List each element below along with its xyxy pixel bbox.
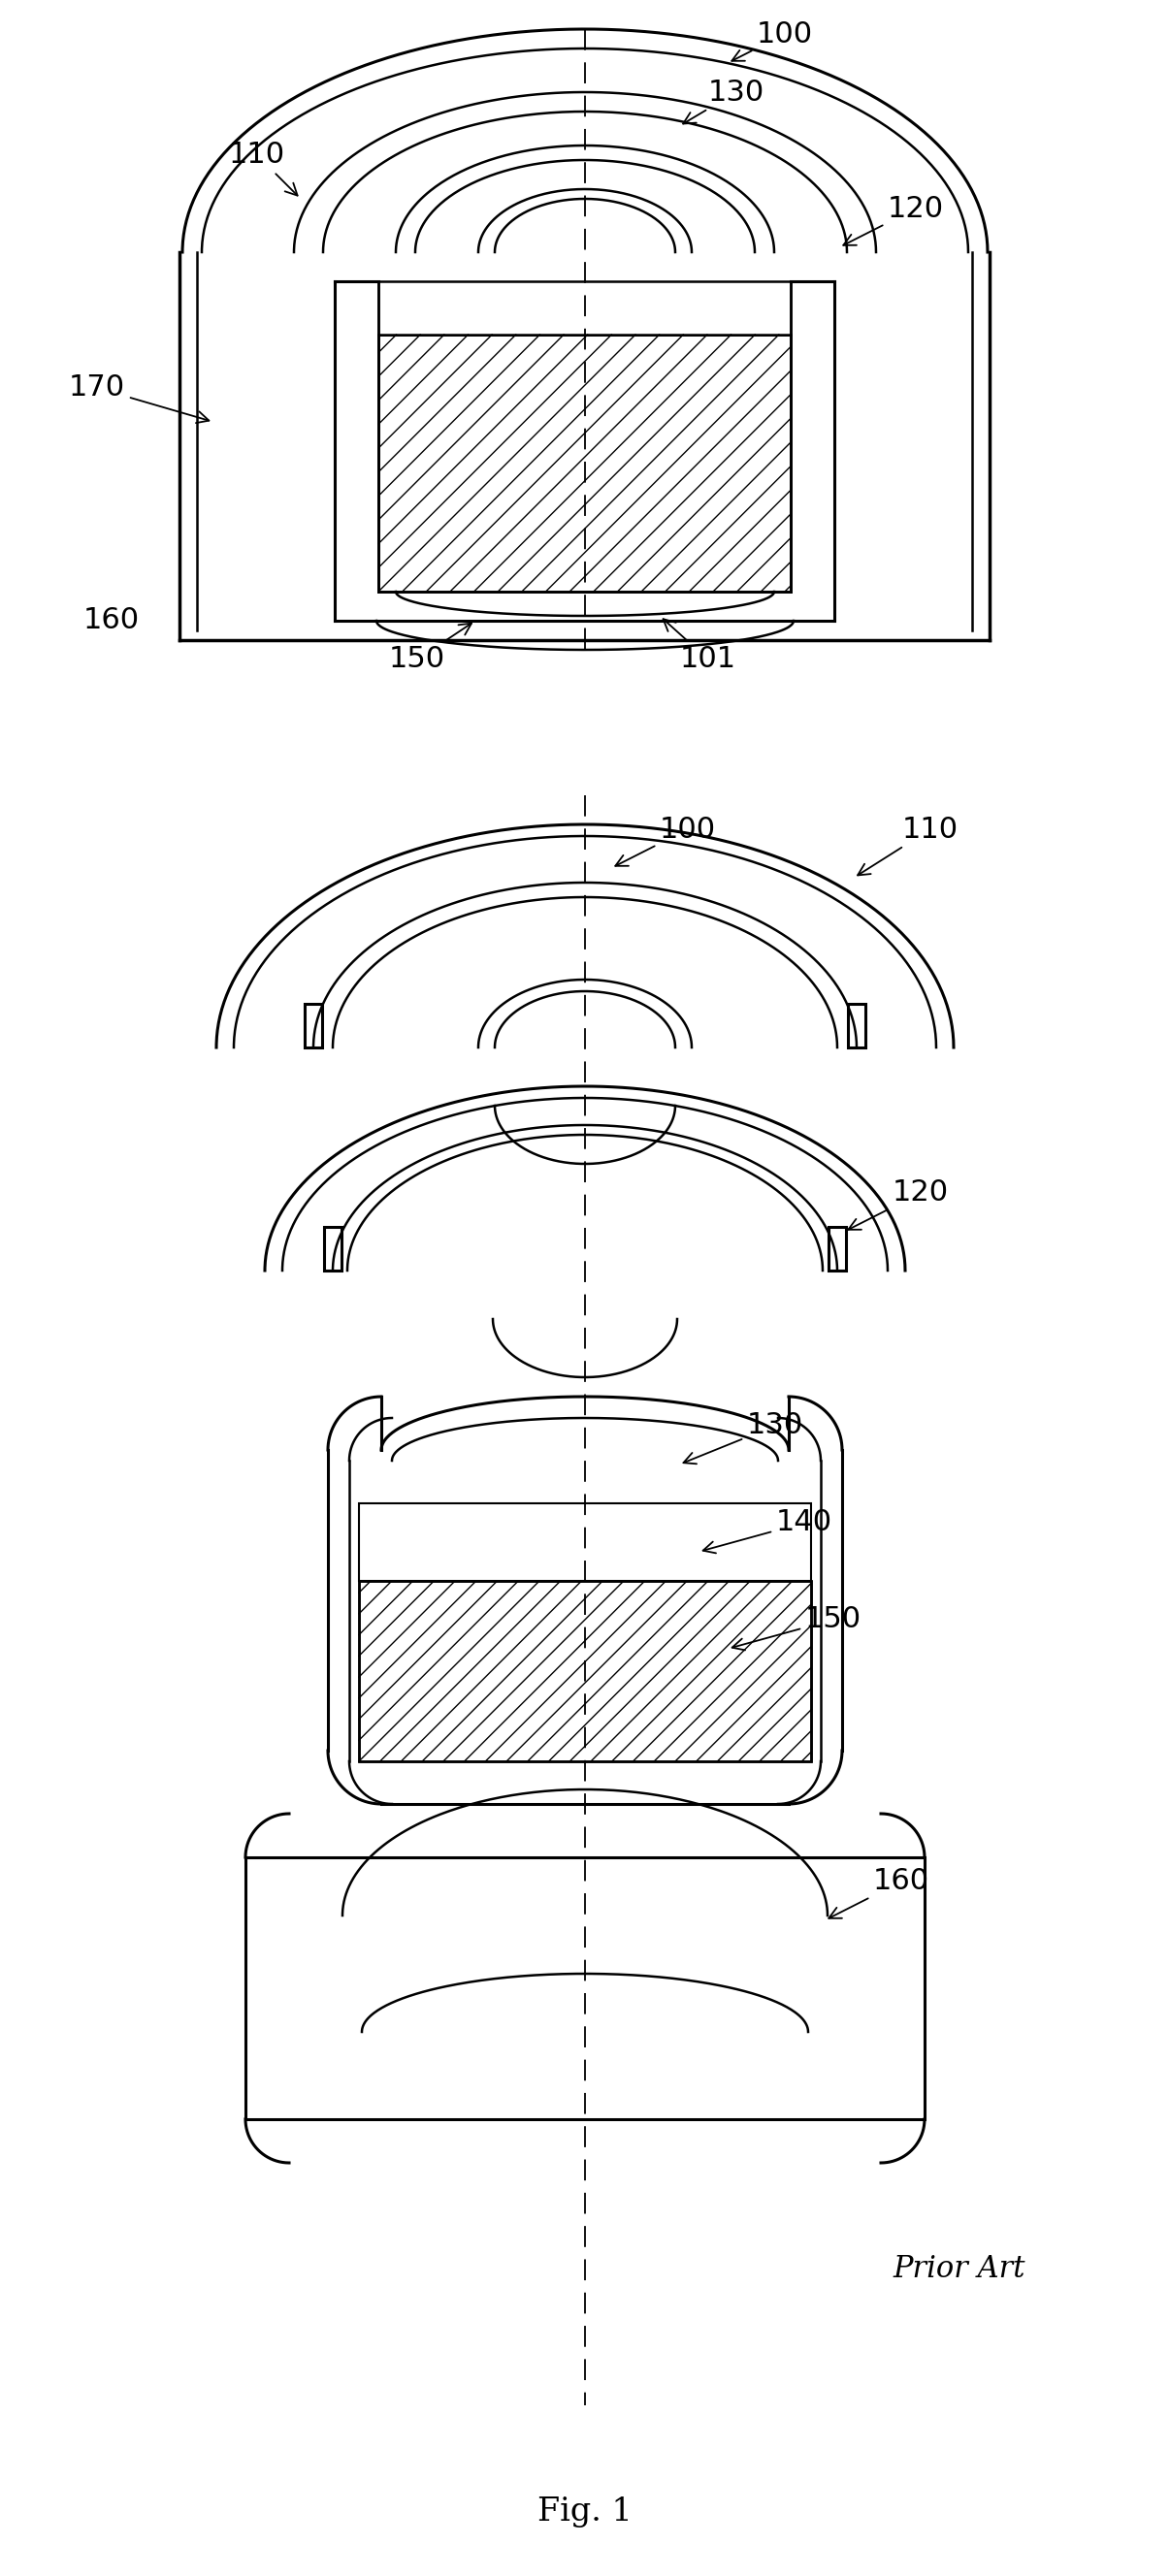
Text: 160: 160: [83, 608, 139, 634]
Bar: [359, 1582, 811, 1762]
Bar: [378, 335, 791, 592]
Text: 101: 101: [663, 618, 736, 672]
Text: 170: 170: [69, 374, 209, 422]
Text: 100: 100: [731, 21, 813, 62]
Text: 130: 130: [683, 77, 765, 124]
Text: 120: 120: [848, 1180, 949, 1229]
Text: 150: 150: [388, 623, 472, 672]
Text: 130: 130: [683, 1412, 804, 1463]
Bar: [378, 281, 791, 335]
Text: 160: 160: [828, 1868, 929, 1919]
Bar: [359, 1582, 811, 1762]
Text: 140: 140: [703, 1510, 833, 1553]
Bar: [378, 335, 791, 592]
Text: 110: 110: [858, 814, 958, 876]
Text: Fig. 1: Fig. 1: [537, 2496, 633, 2527]
Bar: [828, 1226, 846, 1270]
Bar: [359, 1504, 811, 1582]
Bar: [246, 1857, 924, 2120]
Text: Prior Art: Prior Art: [893, 2254, 1025, 2285]
Text: 150: 150: [732, 1605, 861, 1651]
Text: 110: 110: [229, 142, 297, 196]
Bar: [304, 1005, 322, 1048]
Text: 120: 120: [844, 193, 944, 245]
Bar: [324, 1226, 342, 1270]
Text: 100: 100: [615, 814, 716, 866]
Bar: [848, 1005, 866, 1048]
